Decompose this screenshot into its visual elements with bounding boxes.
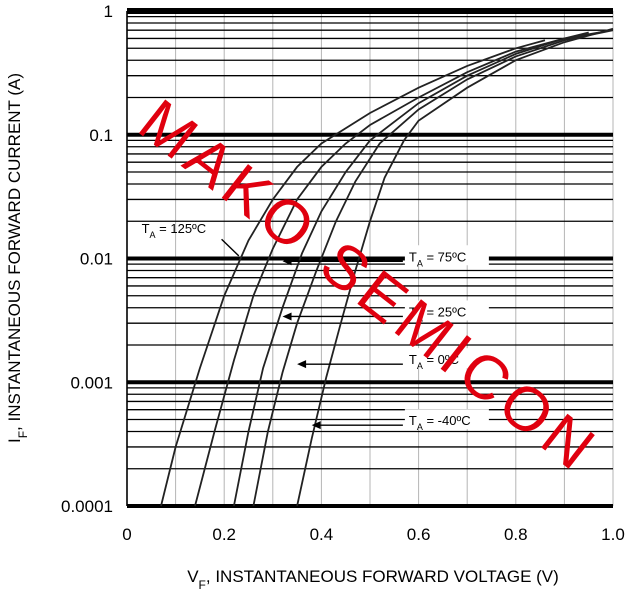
series-callout-label: TA = 0ºC [409,352,459,371]
x-tick-label: 0.4 [310,525,334,544]
callout-background [404,348,489,369]
series-line [160,39,546,507]
y-axis-title: IF, INSTANTANEOUS FORWARD CURRENT (A) [5,73,30,443]
y-tick-label: 1 [104,2,113,21]
callout-arrow-line [221,238,240,257]
x-tick-label: 0.8 [504,525,528,544]
series-group [160,27,614,507]
x-tick-label: 0.6 [407,525,431,544]
x-tick-labels: 0 0.2 0.4 0.6 0.8 1.0 [122,525,625,544]
callout-background [404,409,489,430]
callout-background [404,245,489,266]
callout-arrow-head [297,360,307,369]
x-tick-label: 0.2 [212,525,236,544]
x-tick-label: 0 [122,525,131,544]
y-tick-label: 0.1 [89,126,113,145]
callout-arrow-head [311,421,321,430]
grid [126,8,614,508]
x-axis-title: VF, INSTANTANEOUS FORWARD VOLTAGE (V) [187,567,559,592]
series-line [296,27,614,507]
series-line [194,31,589,507]
y-tick-label: 0.01 [80,250,113,269]
callout-background [404,300,489,321]
series-line [233,30,604,507]
y-tick-label: 0.001 [70,373,113,392]
annotations-group: TA = 125ºC TA = 75ºC TA = 25ºC TA = 0ºC TA =… [142,221,489,432]
series-callout-label: TA = -40ºC [409,413,471,432]
callout-arrow-head [282,312,292,321]
series-line [252,29,614,507]
x-tick-label: 1.0 [601,525,625,544]
series-callout-label: TA = 25ºC [409,304,466,323]
callout-arrow-head [282,257,292,266]
series-callout-label: TA = 75ºC [409,249,466,268]
y-tick-labels: 1 0.1 0.01 0.001 0.0001 [61,2,113,516]
series-callout-label: TA = 125ºC [142,221,207,240]
y-tick-label: 0.0001 [61,497,113,516]
